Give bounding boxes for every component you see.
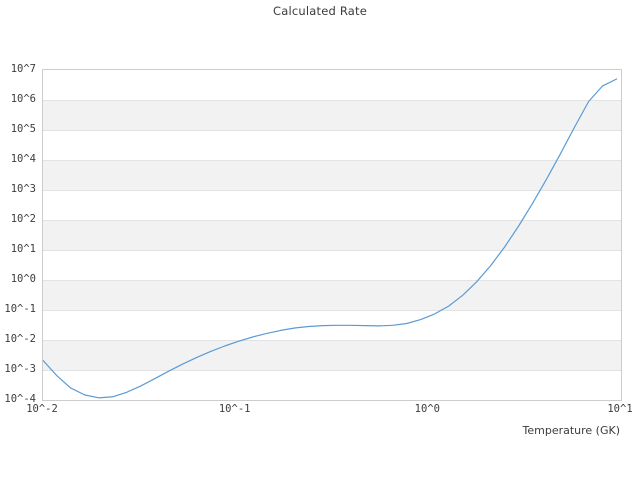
y-axis-tick-label: 10^7 [10,63,36,75]
chart-title: Calculated Rate [272,4,368,18]
data-series-calculated-rate [43,78,618,399]
x-axis-tick-label: 10^-1 [218,403,251,415]
y-axis-tick-label: 10^-3 [4,363,36,375]
y-axis-tick-label: 10^1 [10,243,36,255]
grid-band [43,220,621,250]
y-axis-tick-label: 10^-1 [4,303,36,315]
gridline [43,220,621,221]
y-axis-tick-label: 10^0 [10,273,36,285]
gridline [43,250,621,251]
grid-band [43,280,621,310]
gridline [43,190,621,191]
x-axis-tick-label: 10^-2 [26,403,58,415]
y-axis-tick-label: 10^-2 [4,333,36,345]
y-axis-tick-label: 10^5 [10,123,36,135]
line-path-calculated-rate [43,78,618,399]
x-axis-tick-label: 10^1 [607,403,633,415]
gridline [43,310,621,311]
y-axis-tick-label: 10^4 [10,153,36,165]
y-axis-tick-label: 10^2 [10,213,36,225]
grid-band [43,160,621,190]
x-axis-title: Temperature (GK) [522,424,621,437]
plot-area [42,69,622,401]
gridline [43,340,621,341]
y-axis-tick-label: 10^6 [10,93,36,105]
grid-band [43,340,621,370]
grid-band [43,100,621,130]
y-axis-tick-label: 10^-4 [4,393,36,405]
gridline [43,100,621,101]
gridline [43,280,621,281]
gridline [43,130,621,131]
gridline [43,370,621,371]
x-axis-tick-label: 10^0 [414,403,440,415]
y-axis-tick-label: 10^3 [10,183,36,195]
gridline [43,160,621,161]
